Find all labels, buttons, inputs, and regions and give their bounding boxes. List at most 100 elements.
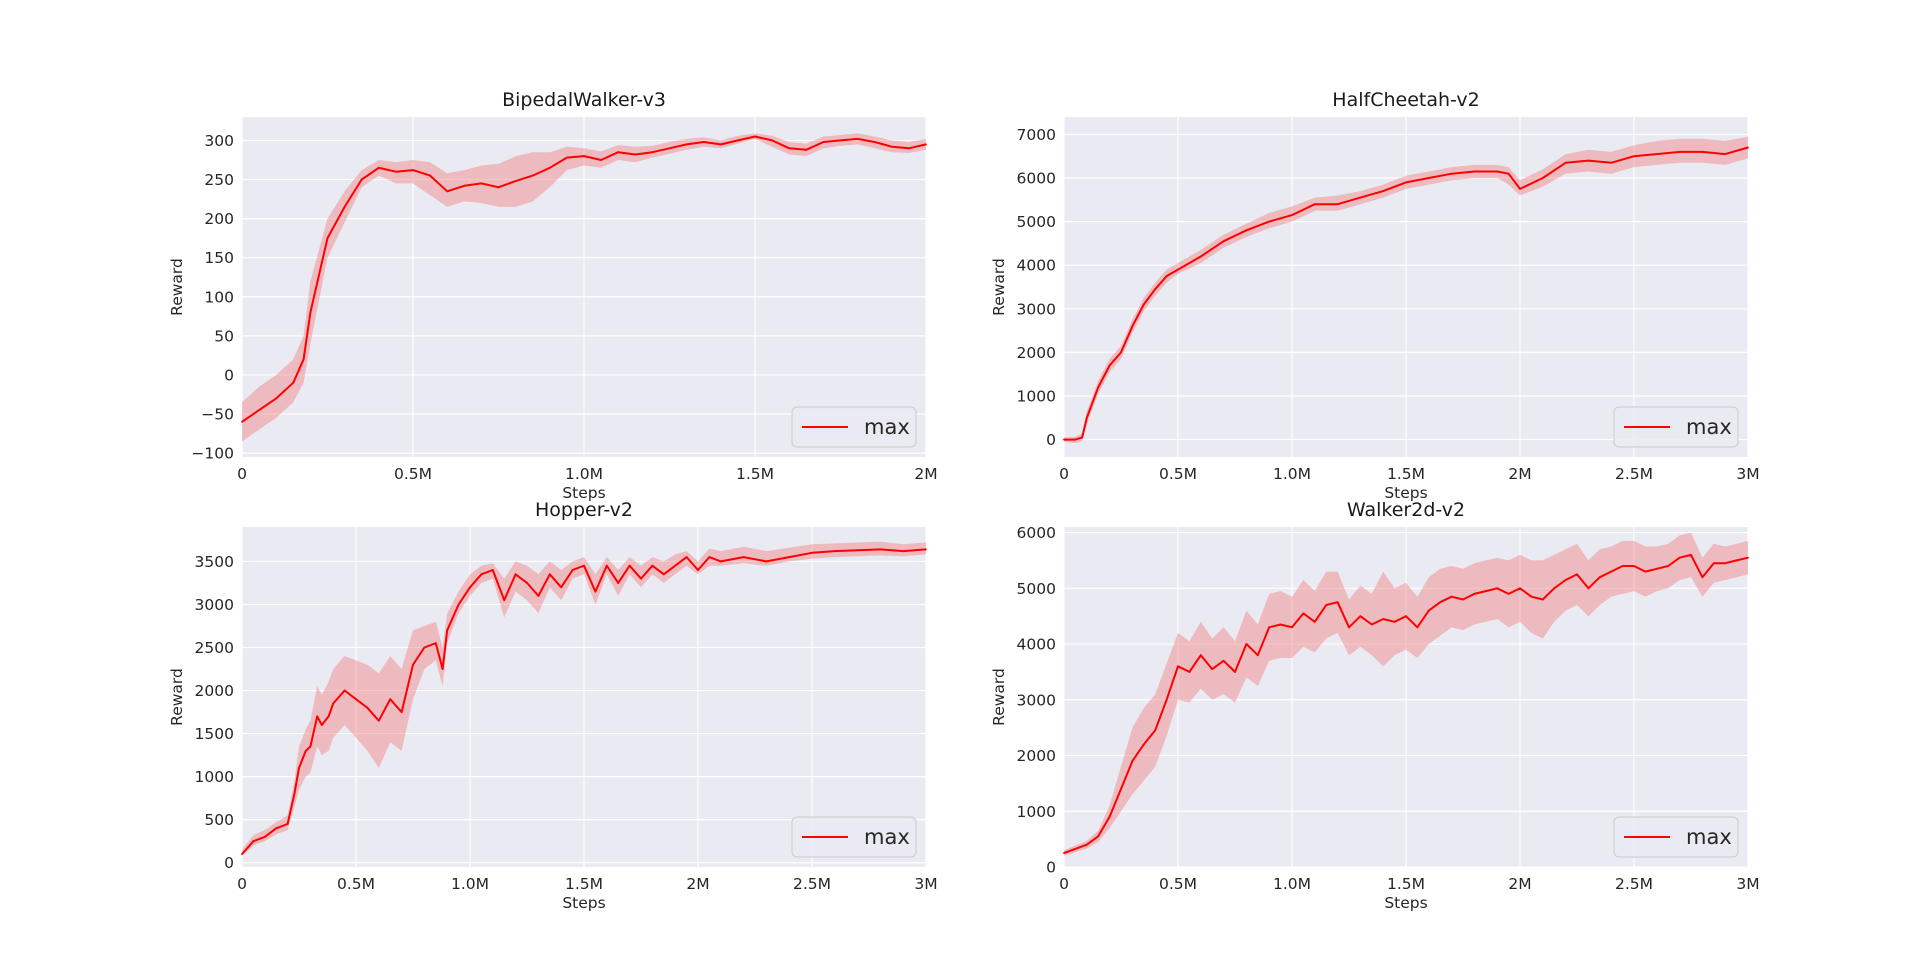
data-point: [429, 174, 431, 177]
data-point: [1291, 214, 1293, 216]
data-point: [252, 840, 255, 843]
data-point: [1587, 587, 1590, 590]
data-point: [902, 550, 905, 553]
data-point: [1530, 595, 1533, 598]
data-point: [1348, 626, 1350, 629]
x-tick-label: 0: [237, 875, 247, 893]
series-line-max: [1063, 553, 1749, 855]
y-tick-label: 0: [224, 854, 234, 872]
y-tick-label: 4000: [1017, 257, 1056, 275]
data-point: [293, 792, 296, 795]
data-point: [377, 719, 380, 722]
data-point: [1519, 587, 1521, 590]
data-point: [343, 205, 346, 208]
data-point: [754, 135, 756, 138]
data-point: [742, 556, 745, 559]
data-point: [1507, 592, 1510, 595]
data-point: [1142, 743, 1145, 746]
data-point: [1222, 659, 1225, 662]
data-point: [480, 182, 483, 185]
data-point: [1313, 203, 1316, 206]
x-tick-label: 0.5M: [394, 465, 432, 483]
data-point: [651, 564, 654, 567]
data-point: [1199, 654, 1202, 657]
y-tick-label: 6000: [1017, 170, 1056, 188]
data-point: [571, 569, 574, 571]
data-point: [1655, 153, 1658, 155]
data-point: [304, 749, 307, 752]
data-point: [1336, 203, 1339, 206]
data-point: [1747, 556, 1749, 559]
y-tick-label: 5000: [1017, 580, 1056, 598]
data-point: [1302, 612, 1305, 615]
data-point: [241, 420, 243, 423]
x-tick-label: 1.0M: [1273, 875, 1311, 893]
data-point: [1085, 843, 1088, 846]
data-point: [651, 151, 654, 154]
series-line-max: [1064, 146, 1749, 441]
data-point: [446, 629, 449, 632]
data-point: [1701, 150, 1704, 153]
data-point: [548, 166, 551, 169]
x-tick-label: 2M: [914, 465, 937, 483]
data-point: [1587, 159, 1590, 162]
data-point: [1063, 438, 1065, 441]
data-point: [1108, 815, 1111, 818]
data-point: [1724, 153, 1727, 155]
y-tick-label: 0: [1046, 859, 1056, 877]
y-tick-label: 1000: [1017, 803, 1056, 821]
data-point: [1165, 275, 1168, 278]
legend-box: [1613, 816, 1739, 858]
data-point: [685, 556, 688, 559]
data-point: [441, 668, 444, 670]
data-point: [1199, 255, 1202, 258]
data-point: [1405, 181, 1407, 184]
x-tick-label: 1.5M: [1387, 465, 1425, 483]
data-point: [327, 715, 330, 718]
y-tick-label: 0: [1046, 431, 1056, 449]
data-point: [1382, 618, 1385, 620]
data-point: [316, 715, 319, 718]
data-point: [1667, 565, 1670, 567]
data-point: [634, 153, 637, 156]
data-point: [640, 577, 642, 580]
x-tick-label: 3M: [1736, 465, 1759, 483]
data-point: [491, 569, 494, 571]
data-point: [1541, 177, 1544, 179]
data-point: [503, 599, 506, 602]
data-point: [788, 147, 791, 150]
x-tick-label: 2.5M: [1615, 875, 1653, 893]
data-point: [605, 564, 608, 567]
chart-panel-3: 0 0.5M 1.0M 1.5M 2M 2.5M 3M 0 500 1000 1500 2000 250…: [168, 499, 938, 912]
data-point: [1747, 146, 1749, 149]
data-point: [890, 145, 893, 148]
data-point: [1462, 598, 1464, 601]
data-point: [1165, 698, 1168, 701]
data-point: [309, 745, 312, 748]
data-point: [685, 143, 688, 146]
data-point: [583, 564, 585, 567]
data-point: [514, 573, 517, 576]
data-point: [1359, 196, 1362, 199]
data-point: [1405, 615, 1407, 618]
data-point: [1507, 172, 1510, 175]
x-tick-label: 3M: [1736, 875, 1759, 893]
data-point: [241, 853, 243, 855]
data-point: [1131, 760, 1134, 762]
x-tick-label: 2.5M: [793, 875, 831, 893]
legend: max: [1613, 406, 1739, 448]
data-point: [811, 551, 813, 554]
y-tick-label: 1000: [195, 768, 234, 786]
data-point: [788, 556, 791, 559]
chart-panel-4: 0 0.5M 1.0M 1.5M 2M 2.5M 3M 0 1000 2000 3000 4000 50…: [990, 499, 1760, 912]
y-tick-label: 3000: [195, 596, 234, 614]
y-tick-label: 1000: [1017, 387, 1056, 405]
data-point: [1177, 268, 1179, 271]
data-point: [1576, 573, 1578, 576]
data-point: [617, 151, 620, 154]
data-point: [1177, 665, 1179, 668]
x-tick-label: 0: [1059, 875, 1069, 893]
x-tick-label: 0.5M: [337, 875, 375, 893]
data-point: [1074, 438, 1077, 441]
